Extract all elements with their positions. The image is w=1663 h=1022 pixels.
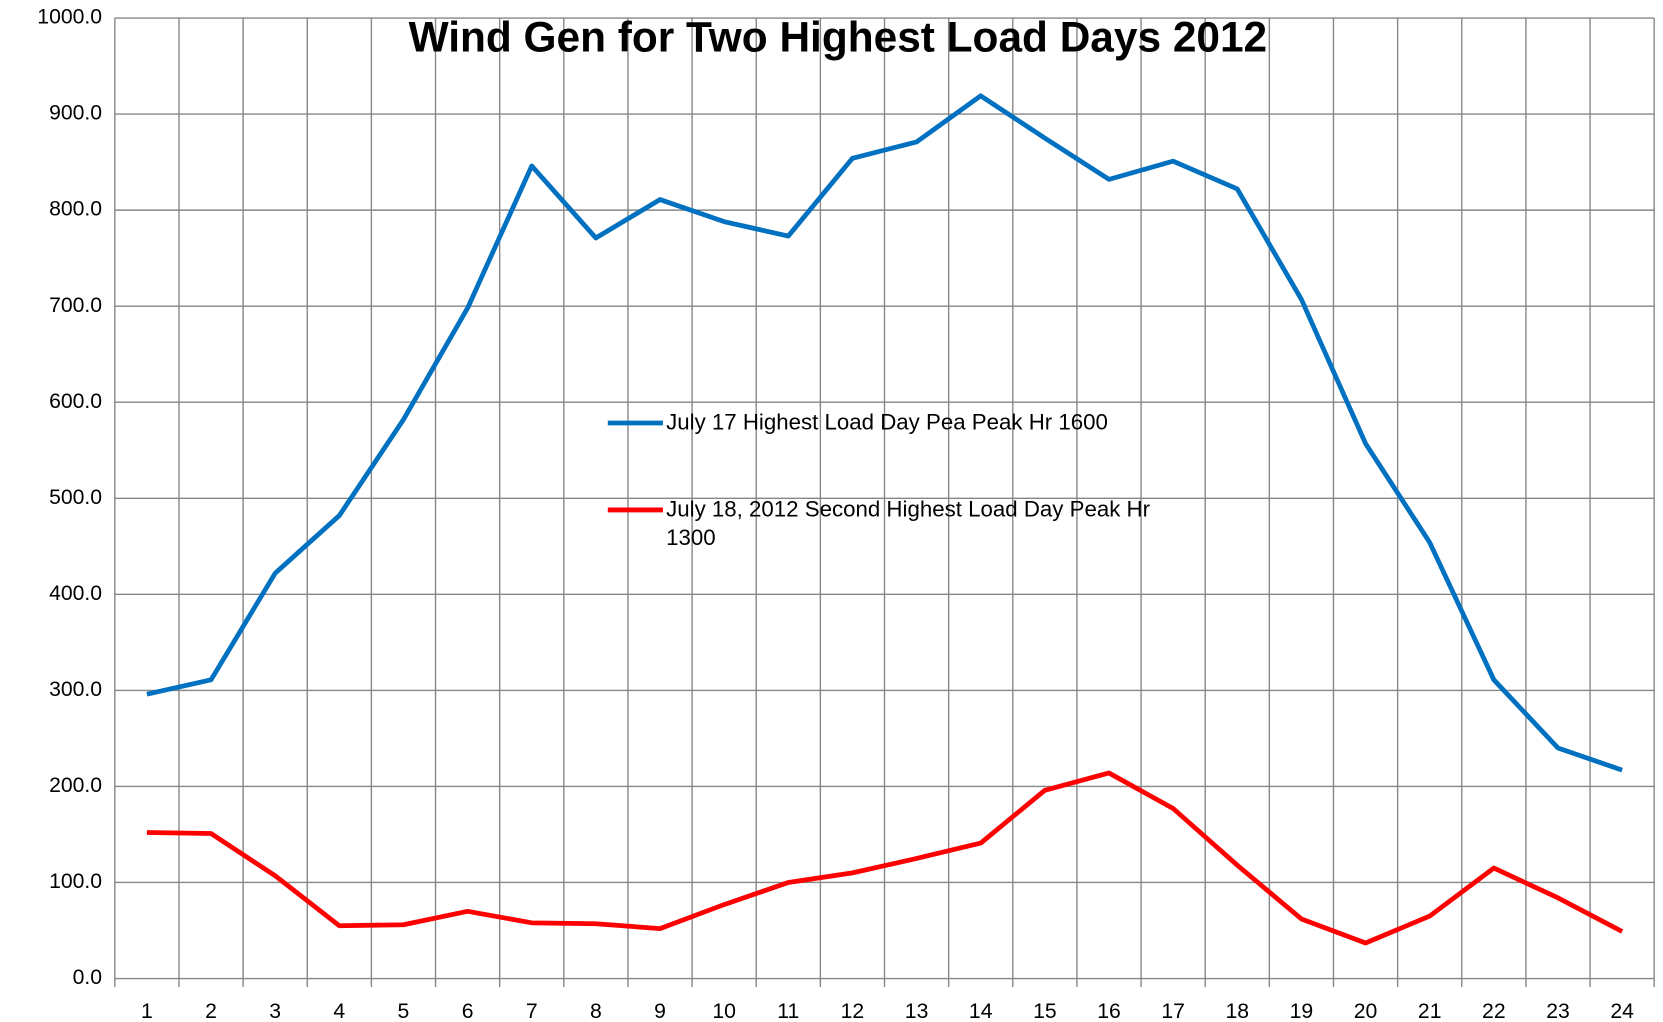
x-tick-label: 1	[141, 1000, 153, 1022]
x-tick-label: 18	[1225, 1000, 1249, 1022]
x-tick-label: 24	[1610, 1000, 1634, 1022]
x-tick-label: 9	[654, 1000, 666, 1022]
y-tick-label: 1000.0	[37, 6, 102, 29]
y-tick-label: 500.0	[49, 486, 102, 509]
x-tick-label: 19	[1290, 1000, 1314, 1022]
y-tick-label: 900.0	[49, 102, 102, 125]
x-tick-label: 23	[1546, 1000, 1570, 1022]
chart-title: Wind Gen for Two Highest Load Days 2012	[409, 13, 1268, 60]
x-tick-label: 11	[777, 1000, 799, 1022]
x-tick-label: 15	[1033, 1000, 1057, 1022]
y-tick-label: 700.0	[49, 294, 102, 317]
x-tick-label: 7	[526, 1000, 538, 1022]
x-tick-label: 10	[712, 1000, 736, 1022]
y-tick-label: 300.0	[49, 678, 102, 701]
x-tick-label: 5	[398, 1000, 410, 1022]
legend-label: July 18, 2012 Second Highest Load Day Pe…	[666, 497, 1151, 551]
y-tick-label: 100.0	[49, 870, 102, 893]
legend-label-box: July 18, 2012 Second Highest Load Day Pe…	[666, 497, 1151, 551]
legend: July 17 Highest Load Day Pea Peak Hr 160…	[607, 410, 1151, 551]
x-tick-label: 8	[590, 1000, 602, 1022]
x-tick-label: 22	[1482, 1000, 1506, 1022]
x-tick-label: 6	[462, 1000, 474, 1022]
series-line	[146, 93, 1623, 773]
y-tick-label: 400.0	[49, 582, 102, 605]
grid: 0.0 100.0 200.0 300.0 400.0 500.0 600.0 700.0 80…	[37, 6, 1655, 1022]
x-tick-label: 3	[269, 1000, 281, 1022]
x-tick-label: 17	[1161, 1000, 1185, 1022]
x-tick-label: 14	[969, 1000, 993, 1022]
x-tick-label: 12	[841, 1000, 865, 1022]
y-tick-label: 200.0	[49, 774, 102, 797]
series-line	[146, 770, 1624, 946]
y-tick-label: 600.0	[49, 390, 102, 413]
x-tick-label: 2	[205, 1000, 217, 1022]
x-tick-label: 16	[1097, 1000, 1121, 1022]
y-tick-label: 0.0	[73, 966, 102, 989]
legend-label: July 17 Highest Load Day Pea Peak Hr 160…	[666, 410, 1108, 435]
y-tick-label: 800.0	[49, 198, 102, 221]
x-tick-label: 4	[333, 1000, 345, 1022]
x-tick-label: 20	[1354, 1000, 1378, 1022]
x-tick-label: 21	[1418, 1000, 1442, 1022]
legend-label-box: July 17 Highest Load Day Pea Peak Hr 160…	[666, 410, 1108, 435]
x-tick-label: 13	[905, 1000, 929, 1022]
marks	[146, 93, 1624, 946]
